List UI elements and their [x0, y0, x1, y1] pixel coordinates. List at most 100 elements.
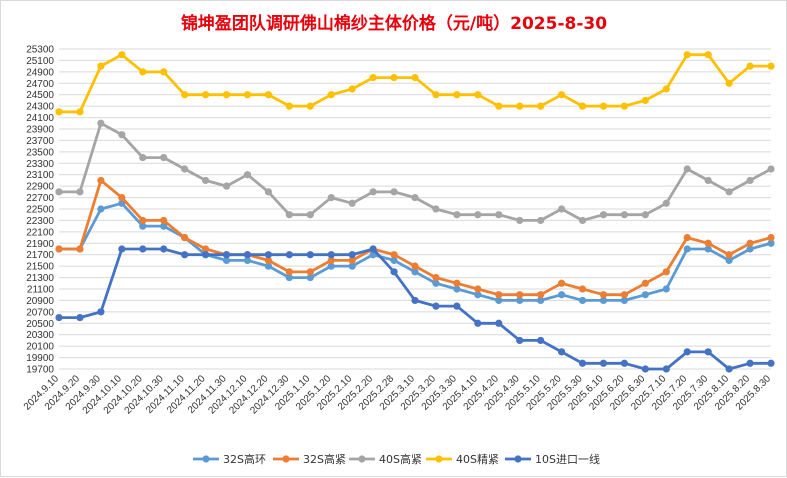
data-point — [55, 108, 63, 116]
data-point — [181, 91, 189, 99]
data-point — [432, 279, 440, 287]
data-point — [537, 296, 545, 305]
legend-swatch-marker — [358, 455, 366, 463]
data-point — [725, 256, 733, 265]
data-point — [662, 285, 670, 293]
data-point — [390, 73, 398, 82]
data-point — [348, 262, 356, 270]
data-point — [599, 296, 608, 305]
data-point — [348, 256, 356, 265]
data-point — [139, 153, 147, 162]
y-tick-label: 19900 — [26, 353, 54, 364]
data-point — [285, 251, 293, 259]
legend-item: 32S高紧 — [273, 452, 346, 466]
data-point — [348, 85, 356, 93]
data-point — [516, 102, 524, 110]
data-point — [222, 182, 231, 190]
data-point — [181, 165, 189, 173]
y-tick-label: 21500 — [26, 262, 54, 273]
data-point — [620, 359, 629, 367]
data-point — [327, 256, 335, 265]
data-point — [181, 233, 189, 242]
data-point — [641, 96, 649, 105]
data-point — [557, 205, 566, 213]
data-point — [97, 308, 105, 316]
y-tick-label: 22700 — [26, 193, 54, 204]
data-point — [243, 256, 252, 265]
legend-item: 40S高紧 — [349, 452, 422, 466]
data-point — [599, 291, 608, 299]
gridlines — [59, 48, 771, 370]
data-point — [725, 251, 733, 259]
data-point — [474, 291, 482, 299]
y-tick-label: 20100 — [26, 342, 54, 353]
y-tick-label: 21900 — [26, 239, 54, 250]
data-point — [599, 359, 608, 367]
data-point — [495, 211, 503, 219]
y-tick-label: 21100 — [27, 285, 55, 296]
data-point — [306, 251, 314, 259]
data-point — [746, 239, 754, 247]
y-tick-label: 22900 — [26, 182, 54, 193]
data-point — [453, 285, 461, 293]
y-tick-label: 23700 — [26, 136, 54, 147]
data-point — [222, 256, 231, 265]
series-5 — [55, 245, 775, 373]
data-point — [222, 251, 231, 259]
y-tick-label: 25100 — [26, 56, 54, 67]
data-point — [160, 153, 168, 162]
data-point — [139, 68, 147, 76]
data-point — [306, 102, 314, 110]
data-point — [683, 348, 691, 356]
data-point — [704, 176, 712, 185]
y-tick-label: 23100 — [26, 170, 54, 181]
legend: 32S高环 32S高紧 40S高紧 40S精紧 10S进口一线 — [193, 452, 600, 466]
data-point — [285, 102, 293, 110]
data-point — [599, 102, 608, 110]
data-point — [474, 319, 482, 327]
data-point — [264, 256, 273, 265]
data-point — [767, 359, 775, 367]
data-point — [516, 336, 524, 345]
data-point — [139, 216, 147, 225]
data-point — [118, 131, 126, 139]
data-point — [495, 291, 503, 299]
data-point — [725, 79, 733, 87]
data-point — [306, 268, 314, 276]
data-point — [683, 233, 691, 242]
data-point — [76, 245, 84, 253]
data-point — [201, 251, 210, 259]
data-point — [201, 245, 210, 253]
data-point — [474, 91, 482, 99]
y-tick-label: 20500 — [26, 319, 54, 330]
data-point — [683, 165, 691, 173]
data-point — [746, 359, 754, 367]
data-point — [306, 273, 314, 282]
y-tick-label: 24100 — [26, 113, 54, 124]
data-point — [662, 268, 670, 276]
y-tick-label: 24300 — [26, 102, 54, 113]
data-point — [160, 222, 168, 230]
data-point — [725, 365, 733, 373]
data-point — [704, 51, 712, 59]
data-point — [327, 91, 335, 99]
data-point — [97, 119, 105, 127]
data-point — [662, 85, 670, 93]
legend-item: 10S进口一线 — [505, 452, 600, 466]
legend-label: 32S高紧 — [303, 452, 346, 466]
data-point — [243, 91, 252, 99]
data-point — [327, 251, 335, 259]
data-point — [516, 216, 524, 225]
data-point — [181, 251, 189, 259]
data-point — [453, 279, 461, 287]
series-3 — [55, 119, 775, 225]
y-tick-label: 20300 — [26, 330, 54, 341]
y-tick-label: 19700 — [26, 365, 54, 376]
data-point — [641, 365, 649, 373]
legend-swatch-marker — [514, 455, 522, 463]
data-point — [285, 268, 293, 276]
data-point — [243, 171, 252, 179]
data-point — [348, 199, 356, 207]
data-point — [327, 262, 335, 270]
data-point — [474, 211, 482, 219]
